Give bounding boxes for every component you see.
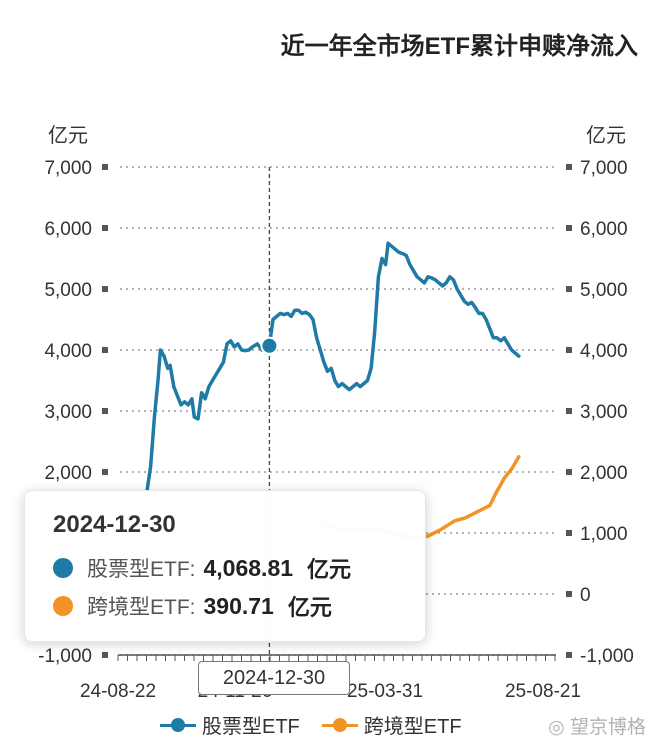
y-tick-mark	[566, 347, 572, 353]
tooltip-series-value: 390.71	[203, 592, 274, 619]
y-tick-label: 6,000	[44, 219, 92, 240]
y-tick-label: 5,000	[44, 280, 92, 301]
y-tick-label: -1,000	[580, 646, 634, 667]
x-tick-label: 25-03-31	[347, 681, 423, 702]
y-tick-mark	[566, 591, 572, 597]
y-tick-mark	[566, 530, 572, 536]
series-line	[145, 241, 521, 493]
left-axis-name: 亿元	[48, 124, 88, 147]
chart-title: 近一年全市场ETF累计申赎净流入	[280, 33, 638, 60]
watermark: ◎ 望京博格	[548, 717, 646, 738]
legend-label: 跨境型ETF	[363, 716, 462, 738]
y-tick-label: 0	[580, 585, 591, 606]
tooltip-row-stock: 股票型ETF: 4,068.81 亿元	[53, 551, 351, 585]
y-tick-mark	[566, 225, 572, 231]
y-tick-mark	[102, 286, 108, 292]
y-tick-label: 5,000	[580, 280, 628, 301]
y-tick-mark	[102, 408, 108, 414]
y-tick-label: 7,000	[44, 158, 92, 179]
cross-series-dot	[53, 596, 73, 616]
y-tick-label: 2,000	[44, 463, 92, 484]
y-tick-label: 2,000	[580, 463, 628, 484]
line-marker-icon	[160, 717, 196, 732]
x-tick-label: 24-08-22	[80, 681, 156, 702]
y-tick-mark	[566, 286, 572, 292]
y-tick-label: 1,000	[580, 524, 628, 545]
y-tick-mark	[102, 469, 108, 475]
y-tick-label: 3,000	[44, 402, 92, 423]
y-tick-mark	[102, 225, 108, 231]
axis-pointer-label: 2024-12-30	[198, 661, 350, 695]
highlight-layer	[260, 336, 279, 355]
y-tick-label: 7,000	[580, 158, 628, 179]
stock-series-dot	[53, 558, 73, 578]
y-tick-mark	[102, 347, 108, 353]
y-tick-mark	[566, 652, 572, 658]
legend: 股票型ETF 跨境型ETF	[160, 710, 484, 739]
highlight-point	[260, 336, 279, 355]
tooltip-series-unit: 亿元	[287, 595, 332, 620]
tooltip-series-unit: 亿元	[307, 557, 352, 582]
tooltip: 2024-12-30 股票型ETF: 4,068.81 亿元 跨境型ETF: 3…	[24, 490, 426, 642]
legend-label: 股票型ETF	[202, 716, 300, 738]
tooltip-series-value: 4,068.81	[203, 554, 294, 581]
right-y-axis: 7,000 6,000 5,000 4,000 3,000 2,000 1,000 0 -1,0…	[566, 124, 634, 667]
y-tick-label: -1,000	[38, 646, 92, 667]
tooltip-date: 2024-12-30	[53, 511, 176, 538]
y-tick-mark	[566, 164, 572, 170]
left-y-axis: 7,000 6,000 5,000 4,000 3,000 2,000 -1,000 亿元	[38, 124, 108, 667]
legend-item-stock[interactable]: 股票型ETF	[160, 710, 300, 739]
y-tick-label: 3,000	[580, 402, 628, 423]
tooltip-row-cross: 跨境型ETF: 390.71 亿元	[53, 589, 332, 623]
y-tick-label: 6,000	[580, 219, 628, 240]
y-tick-mark	[566, 469, 572, 475]
right-axis-name: 亿元	[586, 124, 626, 147]
y-tick-mark	[102, 164, 108, 170]
x-tick-label: 25-08-21	[505, 681, 581, 702]
y-tick-label: 4,000	[580, 341, 628, 362]
y-tick-mark	[566, 408, 572, 414]
tooltip-series-name: 跨境型ETF:	[87, 596, 196, 619]
tooltip-series-name: 股票型ETF:	[87, 558, 196, 581]
legend-item-cross[interactable]: 跨境型ETF	[321, 710, 462, 739]
line-marker-icon	[321, 717, 358, 732]
y-tick-mark	[102, 652, 108, 658]
y-tick-label: 4,000	[44, 341, 92, 362]
